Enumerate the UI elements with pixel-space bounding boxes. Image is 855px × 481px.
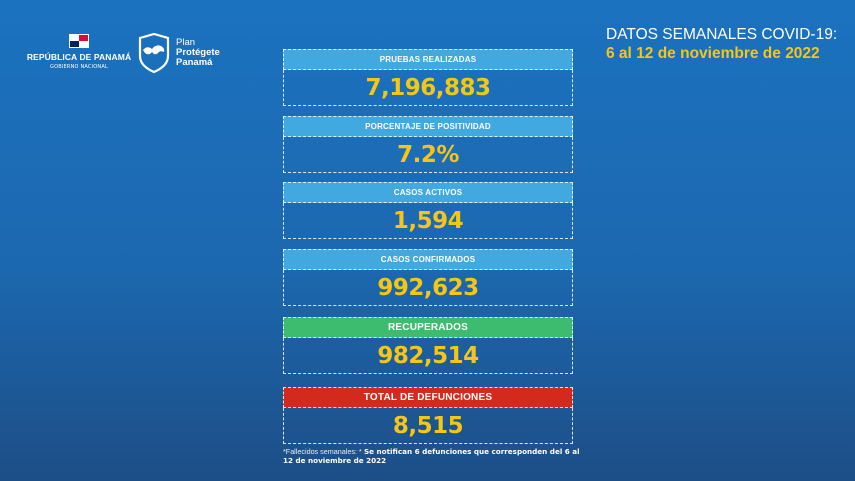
republica-de-panama-logo: REPÚBLICA DE PANAMÁ GOBIERNO NACIONAL [24, 34, 134, 70]
page-header: DATOS SEMANALES COVID-19: 6 al 12 de nov… [606, 26, 837, 63]
footnote: *Fallecidos semanales: * Se notifican 6 … [283, 447, 583, 465]
stat-label: TOTAL DE DEFUNCIONES [283, 387, 573, 408]
government-title: REPÚBLICA DE PANAMÁ [26, 52, 132, 62]
stat-card-porcentaje-positividad: PORCENTAJE DE POSITIVIDAD 7.2% [283, 116, 573, 173]
stat-value: 992,623 [283, 270, 573, 306]
stat-value: 7.2% [283, 137, 573, 173]
stat-value: 8,515 [283, 408, 573, 444]
footnote-text: Se notifican 6 defunciones que correspon… [283, 447, 580, 465]
stat-value: 7,196,883 [283, 70, 573, 106]
plan-text-line1: Plan [176, 37, 196, 48]
stat-value: 1,594 [283, 203, 573, 239]
stat-label: PORCENTAJE DE POSITIVIDAD [283, 116, 573, 137]
stat-label: RECUPERADOS [283, 317, 573, 338]
shield-icon [138, 32, 170, 74]
stat-card-pruebas-realizadas: PRUEBAS REALIZADAS 7,196,883 [283, 49, 573, 106]
date-range: 6 al 12 de noviembre de 2022 [606, 45, 820, 62]
stat-label: CASOS CONFIRMADOS [283, 249, 573, 270]
stat-card-casos-confirmados: CASOS CONFIRMADOS 992,623 [283, 249, 573, 306]
stat-label: CASOS ACTIVOS [283, 182, 573, 203]
plan-text-line3: Panamá [176, 57, 213, 68]
plan-protegete-panama-logo: Plan Protégete Panamá [137, 32, 220, 74]
stat-card-total-defunciones: TOTAL DE DEFUNCIONES 8,515 [283, 387, 573, 444]
government-subtitle: GOBIERNO NACIONAL [50, 64, 108, 70]
page-title: DATOS SEMANALES COVID-19: [606, 26, 838, 43]
footnote-prefix: *Fallecidos semanales: * [283, 447, 362, 456]
stat-value: 982,514 [283, 338, 573, 374]
plan-text-line2: Protégete [176, 47, 220, 58]
panama-flag-icon [69, 34, 89, 48]
stat-card-casos-activos: CASOS ACTIVOS 1,594 [283, 182, 573, 239]
stat-card-recuperados: RECUPERADOS 982,514 [283, 317, 573, 374]
stat-label: PRUEBAS REALIZADAS [283, 49, 573, 70]
